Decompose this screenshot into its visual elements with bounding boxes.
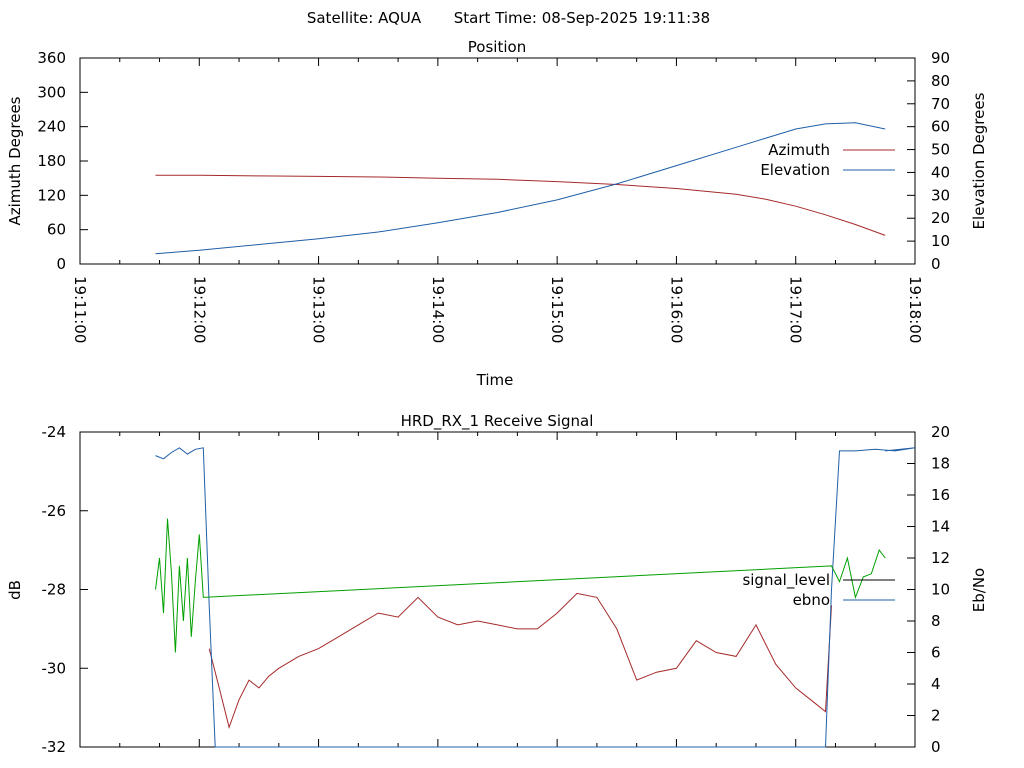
y2-tick-label: 18 <box>931 455 950 473</box>
position-series <box>155 122 886 255</box>
position-y-label: Azimuth Degrees <box>6 96 24 225</box>
y-tick-label: -32 <box>42 738 67 756</box>
y2-tick-label: 0 <box>931 255 941 273</box>
position-axis-ticks: 19:11:00 19:12:00 19:13:00 19:14:00 19:15:00… <box>37 49 950 343</box>
y2-tick-label: 40 <box>931 163 950 181</box>
signal-plot-frame <box>79 431 916 748</box>
y2-tick-label: 8 <box>931 612 941 630</box>
signal-chart-title: HRD_RX_1 Receive Signal <box>401 412 594 431</box>
y2-tick-label: 6 <box>931 644 941 662</box>
y2-tick-label: 16 <box>931 486 950 504</box>
position-chart: Position Time Azimuth Degrees Elevation … <box>6 38 988 389</box>
y2-tick-label: 80 <box>931 72 950 90</box>
y-tick-label: -24 <box>42 423 67 441</box>
legend-label-Azimuth: Azimuth <box>768 141 830 159</box>
legend-label-signal-level: signal_level <box>742 571 830 590</box>
y2-tick-label: 20 <box>931 423 950 441</box>
y2-tick-label: 20 <box>931 209 950 227</box>
x-tick-label: 19:13:00 <box>310 276 328 343</box>
y2-tick-label: 50 <box>931 141 950 159</box>
series-line-ebno-secondary <box>155 518 886 653</box>
y-tick-label: 360 <box>37 49 66 67</box>
y2-tick-label: 14 <box>931 518 950 536</box>
y-tick-label: -28 <box>42 581 67 599</box>
y2-tick-label: 2 <box>931 707 941 725</box>
y-tick-label: 120 <box>37 186 66 204</box>
x-tick-label: 19:14:00 <box>429 276 447 343</box>
position-chart-title: Position <box>468 38 526 56</box>
y2-tick-label: 30 <box>931 186 950 204</box>
y2-tick-label: 90 <box>931 49 950 67</box>
position-y2-label: Elevation Degrees <box>970 92 988 229</box>
y-tick-label: 240 <box>37 118 66 136</box>
y-tick-label: 300 <box>37 83 66 101</box>
series-line-signal-level <box>208 592 832 730</box>
satellite-label: Satellite: AQUA <box>307 9 422 27</box>
y2-tick-label: 70 <box>931 95 950 113</box>
y-tick-label: 0 <box>56 255 66 273</box>
y2-tick-label: 10 <box>931 581 950 599</box>
y2-tick-label: 4 <box>931 675 941 693</box>
signal-chart: HRD_RX_1 Receive Signal dB Eb/No -32-30-… <box>6 412 988 756</box>
series-line-ebno <box>155 447 916 748</box>
x-tick-label: 19:12:00 <box>190 276 208 343</box>
legend-label-Elevation: Elevation <box>760 161 830 179</box>
y2-tick-label: 10 <box>931 232 950 250</box>
series-line-Azimuth <box>155 174 886 236</box>
signal-y2-label: Eb/No <box>970 568 988 612</box>
series-line-Elevation <box>155 122 886 255</box>
y-tick-label: 180 <box>37 152 66 170</box>
position-legend: Azimuth Elevation <box>760 141 895 179</box>
position-x-label: Time <box>476 371 514 389</box>
signal-axis-ticks: -32 -30 -28 -26 -24 0 2 4 6 8 10 12 14 16 18 20 <box>42 423 951 756</box>
y2-tick-label: 60 <box>931 118 950 136</box>
signal-y-label: dB <box>6 580 24 600</box>
y2-tick-label: 12 <box>931 549 950 567</box>
y-tick-label: -26 <box>42 502 67 520</box>
y-tick-label: -30 <box>42 659 67 677</box>
x-tick-label: 19:18:00 <box>906 276 924 343</box>
y-tick-label: 60 <box>47 221 66 239</box>
y2-tick-label: 0 <box>931 738 941 756</box>
x-tick-label: 19:17:00 <box>787 276 805 343</box>
x-tick-label: 19:16:00 <box>667 276 685 343</box>
x-tick-label: 19:15:00 <box>548 276 566 343</box>
x-tick-label: 19:11:00 <box>71 276 89 343</box>
legend-label-ebno: ebno <box>793 591 830 609</box>
signal-series <box>155 447 916 748</box>
start-time-label: Start Time: 08-Sep-2025 19:11:38 <box>454 9 710 27</box>
